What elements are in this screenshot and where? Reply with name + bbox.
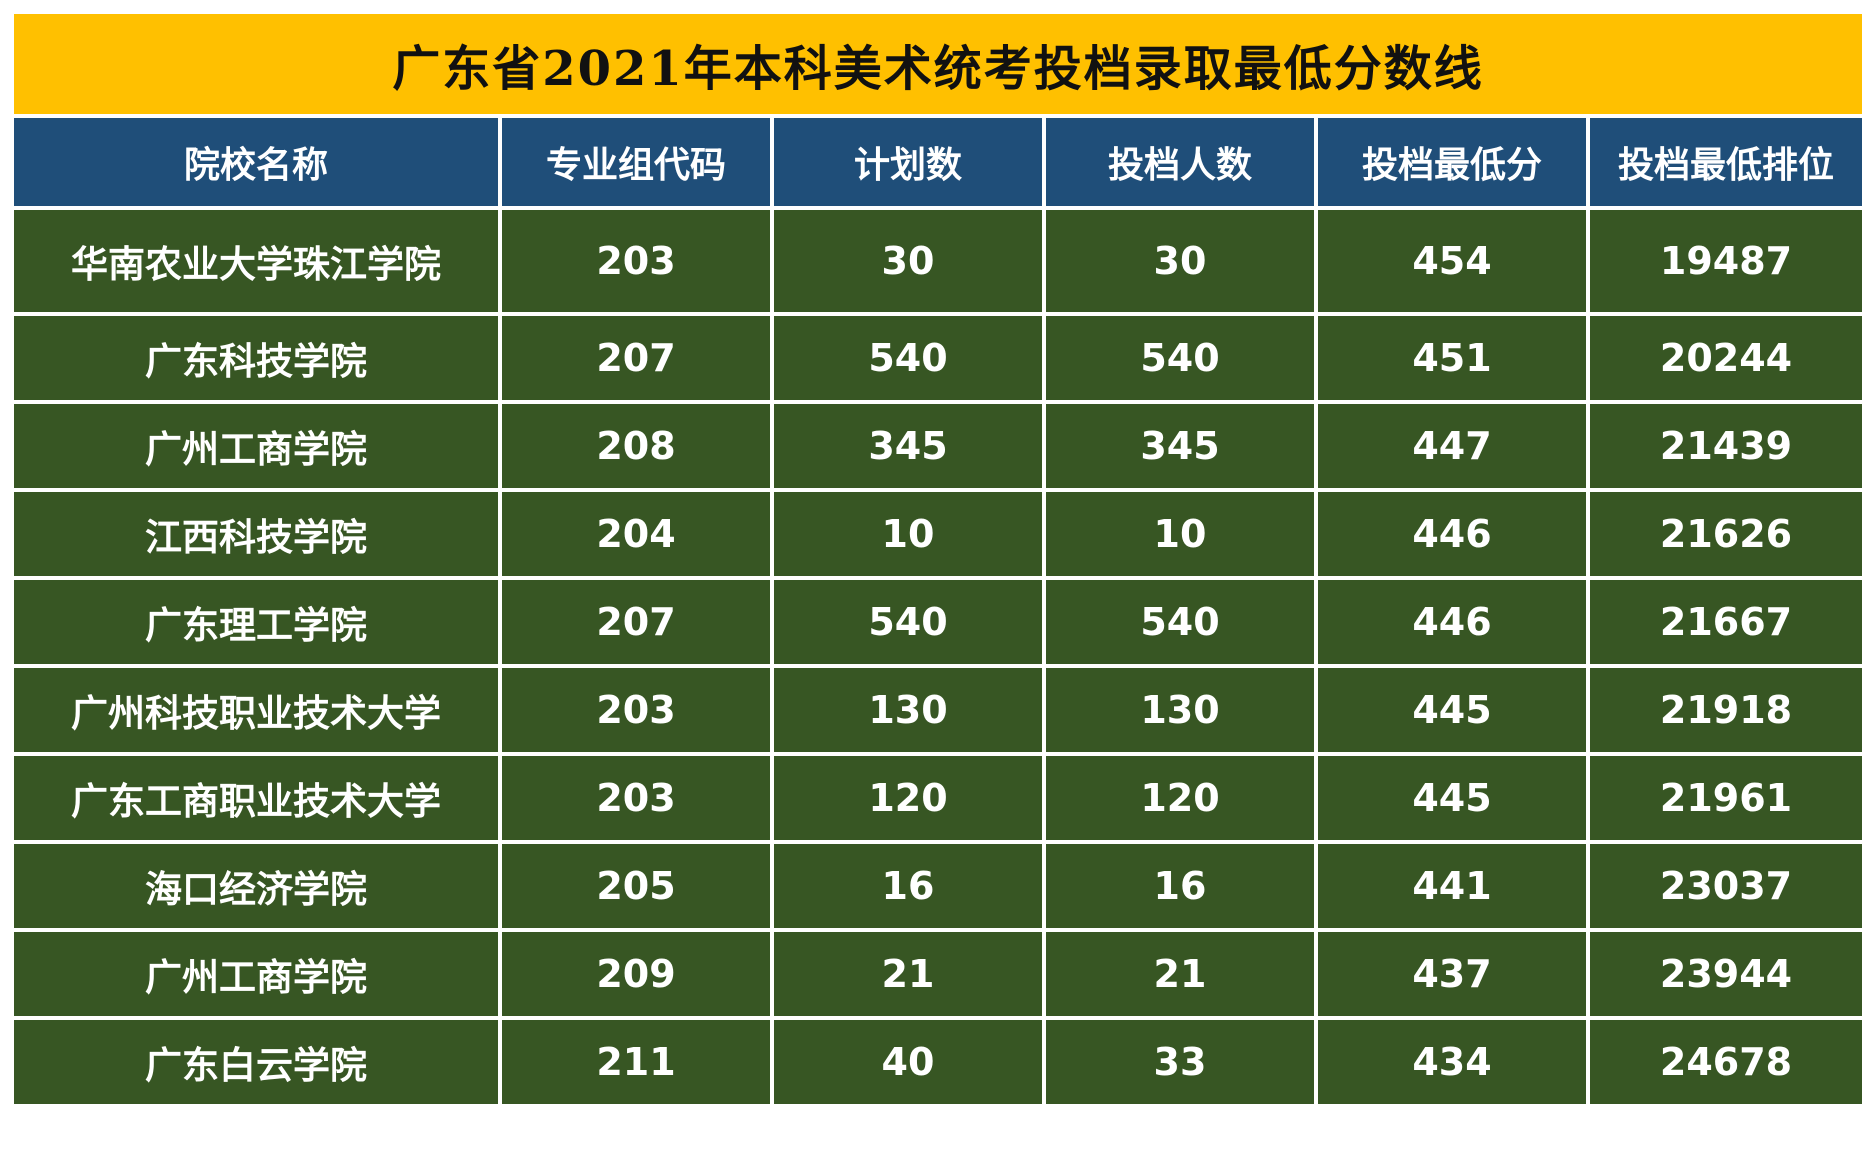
major-group-code-cell: 207 <box>498 312 774 404</box>
admitted-count-cell: 21 <box>1042 928 1318 1020</box>
admitted-count-cell: 16 <box>1042 840 1318 932</box>
major-group-code-cell: 207 <box>498 576 774 668</box>
admitted-count-cell: 10 <box>1042 488 1318 580</box>
header-min-score: 投档最低分 <box>1314 118 1590 210</box>
min-rank-cell: 21439 <box>1586 400 1862 492</box>
header-major-group-code: 专业组代码 <box>498 118 774 210</box>
table-row: 广州科技职业技术大学 203 130 130 445 21918 <box>14 664 1862 756</box>
admitted-count-cell: 540 <box>1042 576 1318 668</box>
min-rank-cell: 21667 <box>1586 576 1862 668</box>
min-score-cell: 454 <box>1314 206 1590 316</box>
table-row: 广州工商学院 208 345 345 447 21439 <box>14 400 1862 492</box>
school-name-cell: 广州工商学院 <box>14 400 502 492</box>
plan-count-cell: 540 <box>770 312 1046 404</box>
major-group-code-cell: 203 <box>498 664 774 756</box>
table-row: 广东理工学院 207 540 540 446 21667 <box>14 576 1862 668</box>
admitted-count-cell: 120 <box>1042 752 1318 844</box>
plan-count-cell: 10 <box>770 488 1046 580</box>
score-table-sheet: 广东省2021年本科美术统考投档录取最低分数线 院校名称 专业组代码 计划数 投… <box>14 14 1862 1108</box>
school-name-cell: 华南农业大学珠江学院 <box>14 206 502 316</box>
min-rank-cell: 23944 <box>1586 928 1862 1020</box>
min-score-cell: 447 <box>1314 400 1590 492</box>
table-row: 广州工商学院 209 21 21 437 23944 <box>14 928 1862 1020</box>
school-name-cell: 广东理工学院 <box>14 576 502 668</box>
min-rank-cell: 19487 <box>1586 206 1862 316</box>
score-table: 院校名称 专业组代码 计划数 投档人数 投档最低分 投档最低排位 华南农业大学珠… <box>14 118 1862 1108</box>
admitted-count-cell: 130 <box>1042 664 1318 756</box>
table-row: 华南农业大学珠江学院 203 30 30 454 19487 <box>14 206 1862 316</box>
major-group-code-cell: 204 <box>498 488 774 580</box>
min-rank-cell: 21961 <box>1586 752 1862 844</box>
school-name-cell: 广东工商职业技术大学 <box>14 752 502 844</box>
header-school-name: 院校名称 <box>14 118 502 210</box>
min-score-cell: 437 <box>1314 928 1590 1020</box>
header-row: 院校名称 专业组代码 计划数 投档人数 投档最低分 投档最低排位 <box>14 118 1862 210</box>
min-rank-cell: 21626 <box>1586 488 1862 580</box>
plan-count-cell: 21 <box>770 928 1046 1020</box>
min-rank-cell: 23037 <box>1586 840 1862 932</box>
plan-count-cell: 120 <box>770 752 1046 844</box>
admitted-count-cell: 345 <box>1042 400 1318 492</box>
admitted-count-cell: 30 <box>1042 206 1318 316</box>
plan-count-cell: 345 <box>770 400 1046 492</box>
min-score-cell: 441 <box>1314 840 1590 932</box>
table-row: 广东工商职业技术大学 203 120 120 445 21961 <box>14 752 1862 844</box>
major-group-code-cell: 209 <box>498 928 774 1020</box>
table-title: 广东省2021年本科美术统考投档录取最低分数线 <box>392 41 1484 97</box>
min-score-cell: 446 <box>1314 488 1590 580</box>
min-rank-cell: 24678 <box>1586 1016 1862 1108</box>
school-name-cell: 广东科技学院 <box>14 312 502 404</box>
major-group-code-cell: 205 <box>498 840 774 932</box>
title-bar: 广东省2021年本科美术统考投档录取最低分数线 <box>14 14 1862 118</box>
table-row: 江西科技学院 204 10 10 446 21626 <box>14 488 1862 580</box>
major-group-code-cell: 203 <box>498 752 774 844</box>
min-score-cell: 445 <box>1314 664 1590 756</box>
plan-count-cell: 40 <box>770 1016 1046 1108</box>
major-group-code-cell: 208 <box>498 400 774 492</box>
plan-count-cell: 30 <box>770 206 1046 316</box>
school-name-cell: 广州科技职业技术大学 <box>14 664 502 756</box>
min-score-cell: 446 <box>1314 576 1590 668</box>
min-rank-cell: 21918 <box>1586 664 1862 756</box>
min-score-cell: 445 <box>1314 752 1590 844</box>
plan-count-cell: 16 <box>770 840 1046 932</box>
header-admitted-count: 投档人数 <box>1042 118 1318 210</box>
min-score-cell: 451 <box>1314 312 1590 404</box>
school-name-cell: 广东白云学院 <box>14 1016 502 1108</box>
table-row: 海口经济学院 205 16 16 441 23037 <box>14 840 1862 932</box>
plan-count-cell: 130 <box>770 664 1046 756</box>
min-score-cell: 434 <box>1314 1016 1590 1108</box>
header-plan-count: 计划数 <box>770 118 1046 210</box>
major-group-code-cell: 203 <box>498 206 774 316</box>
admitted-count-cell: 33 <box>1042 1016 1318 1108</box>
header-min-rank: 投档最低排位 <box>1586 118 1862 210</box>
school-name-cell: 海口经济学院 <box>14 840 502 932</box>
school-name-cell: 江西科技学院 <box>14 488 502 580</box>
plan-count-cell: 540 <box>770 576 1046 668</box>
admitted-count-cell: 540 <box>1042 312 1318 404</box>
major-group-code-cell: 211 <box>498 1016 774 1108</box>
table-row: 广东白云学院 211 40 33 434 24678 <box>14 1016 1862 1108</box>
school-name-cell: 广州工商学院 <box>14 928 502 1020</box>
table-row: 广东科技学院 207 540 540 451 20244 <box>14 312 1862 404</box>
min-rank-cell: 20244 <box>1586 312 1862 404</box>
